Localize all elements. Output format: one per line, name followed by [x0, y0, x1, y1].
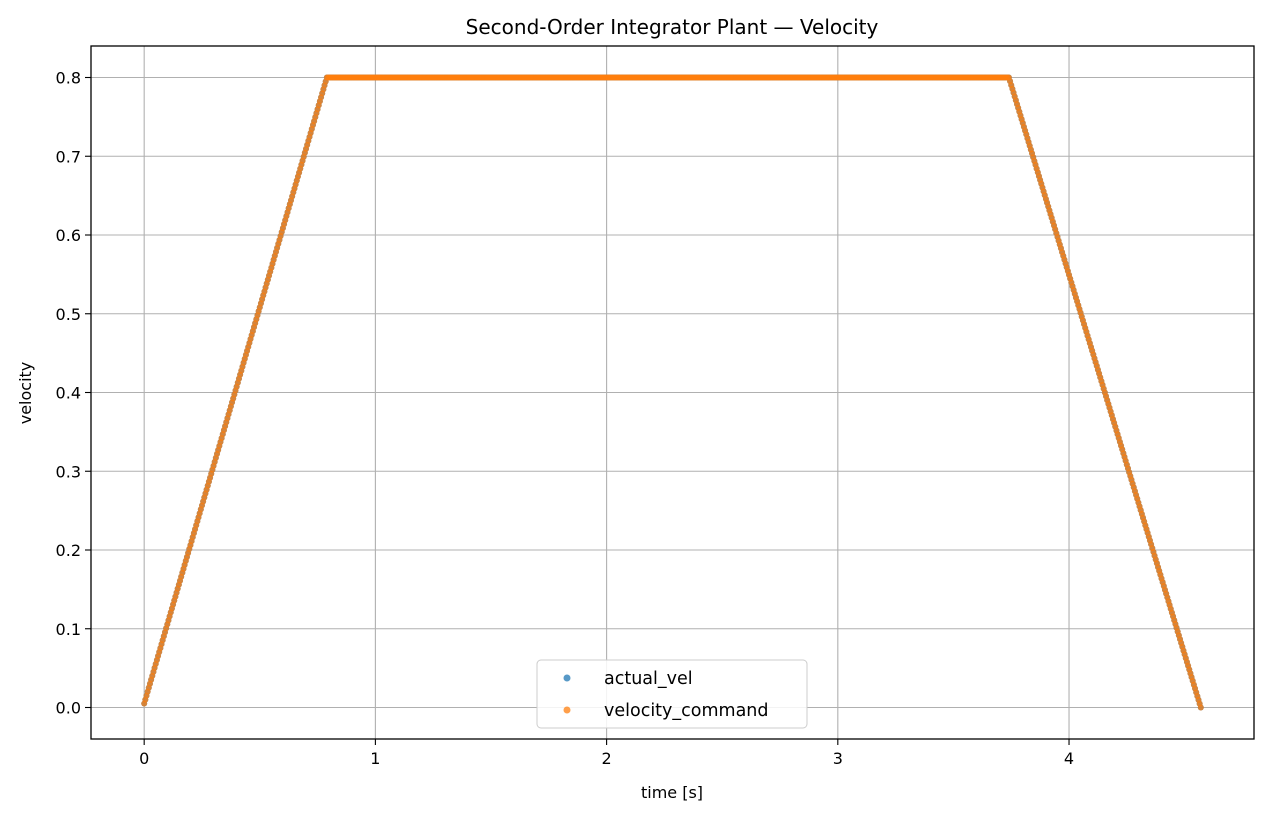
data-point [1197, 704, 1204, 711]
y-tick-label: 0.6 [56, 226, 81, 245]
series-velocity-command [141, 74, 1204, 711]
x-tick-label: 2 [602, 749, 612, 768]
data-points [141, 74, 1204, 711]
ticks: 0 1 2 3 4 0.0 0.1 0.2 0.3 0.4 0.5 0.6 0.7 0.8 [56, 69, 1075, 769]
y-tick-label: 0.3 [56, 462, 81, 481]
y-axis-label: velocity [16, 362, 35, 425]
chart-title: Second-Order Integrator Plant — Velocity [466, 15, 879, 39]
y-tick-label: 0.2 [56, 541, 81, 560]
legend-marker-actual-vel [563, 674, 571, 682]
y-tick-label: 0.0 [56, 699, 81, 718]
y-tick-label: 0.5 [56, 305, 81, 324]
x-tick-label: 3 [833, 749, 843, 768]
y-tick-label: 0.8 [56, 69, 81, 88]
x-tick-label: 0 [139, 749, 149, 768]
y-tick-label: 0.4 [56, 384, 81, 403]
legend-box [536, 659, 808, 729]
y-tick-label: 0.1 [56, 620, 81, 639]
x-tick-label: 4 [1064, 749, 1074, 768]
y-tick-label: 0.7 [56, 147, 81, 166]
legend-label-actual-vel: actual_vel [604, 669, 693, 689]
legend-marker-velocity-command [563, 706, 571, 714]
x-tick-label: 1 [370, 749, 380, 768]
x-axis-label: time [s] [641, 783, 703, 802]
legend: actual_vel velocity_command [536, 659, 808, 729]
legend-label-velocity-command: velocity_command [604, 701, 769, 721]
